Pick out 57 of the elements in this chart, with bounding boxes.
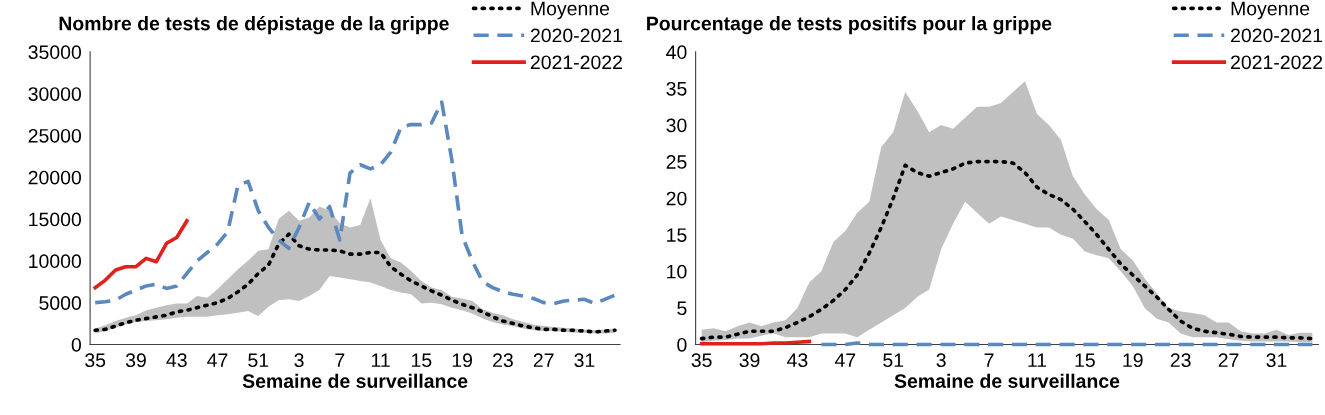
- legend-label: 2021-2022: [1231, 55, 1323, 70]
- x-axis-title: Semaine de surveillance: [242, 373, 468, 388]
- legend-label: 2021-2022: [530, 55, 622, 70]
- x-tick-label: 23: [1170, 353, 1191, 368]
- chart-title: Nombre de tests de dépistage de la grippe: [59, 15, 449, 35]
- legend-label: Moyenne: [531, 1, 610, 20]
- y-tick-label: 5000: [39, 296, 82, 310]
- x-tick-label: 11: [371, 353, 390, 367]
- x-tick-label: 35: [691, 353, 712, 368]
- chart-title: Pourcentage de tests positifs pour la grippe: [647, 16, 1052, 35]
- y-tick-label: 35000: [28, 45, 82, 60]
- y-tick-label: 0: [677, 337, 687, 352]
- x-tick-label: 19: [452, 353, 473, 368]
- legend-label: 2020-2021: [530, 28, 622, 43]
- y-tick-label: 25000: [28, 128, 82, 143]
- x-tick-label: 11: [1028, 353, 1047, 367]
- x-tick-label: 15: [412, 353, 432, 368]
- x-tick-label: 51: [248, 353, 269, 368]
- x-tick-label: 43: [787, 353, 808, 368]
- y-tick-label: 10000: [29, 254, 82, 269]
- y-tick-label: 15000: [29, 212, 82, 227]
- legend-label: Moyenne: [1231, 1, 1310, 20]
- y-tick-label: 20000: [28, 170, 82, 185]
- x-tick-label: 47: [834, 353, 856, 367]
- y-tick-label: 15: [667, 228, 687, 242]
- line-series: [93, 218, 189, 290]
- x-tick-label: 31: [1266, 353, 1287, 368]
- x-tick-label: 23: [493, 353, 513, 368]
- y-tick-label: 30: [666, 118, 687, 133]
- y-tick-label: 40: [666, 45, 687, 60]
- x-tick-label: 27: [533, 353, 554, 367]
- line-series: [93, 100, 617, 306]
- y-tick-label: 30000: [28, 87, 82, 101]
- line-series: [699, 159, 1315, 341]
- x-tick-label: 7: [984, 353, 994, 367]
- x-tick-label: 7: [335, 353, 345, 367]
- x-tick-label: 43: [166, 353, 187, 368]
- x-tick-label: 3: [294, 353, 304, 368]
- x-tick-label: 31: [574, 353, 595, 368]
- y-tick-label: 20: [666, 191, 687, 206]
- x-tick-label: 19: [1123, 353, 1143, 368]
- x-tick-label: 39: [125, 353, 146, 368]
- x-tick-label: 51: [883, 353, 904, 368]
- x-axis-title: Semaine de surveillance: [894, 373, 1120, 388]
- line-series: [93, 232, 617, 334]
- y-tick-label: 25: [666, 155, 687, 169]
- x-tick-label: 27: [1218, 353, 1239, 367]
- y-tick-label: 0: [71, 337, 82, 352]
- x-tick-label: 39: [739, 353, 760, 368]
- x-tick-label: 15: [1075, 353, 1095, 368]
- x-tick-label: 3: [936, 353, 946, 368]
- y-tick-label: 35: [666, 81, 687, 96]
- y-tick-label: 10: [667, 264, 687, 279]
- legend-label: 2020-2021: [1231, 28, 1323, 43]
- x-tick-label: 47: [207, 353, 228, 367]
- y-tick-label: 5: [677, 301, 687, 316]
- x-tick-label: 35: [85, 353, 106, 368]
